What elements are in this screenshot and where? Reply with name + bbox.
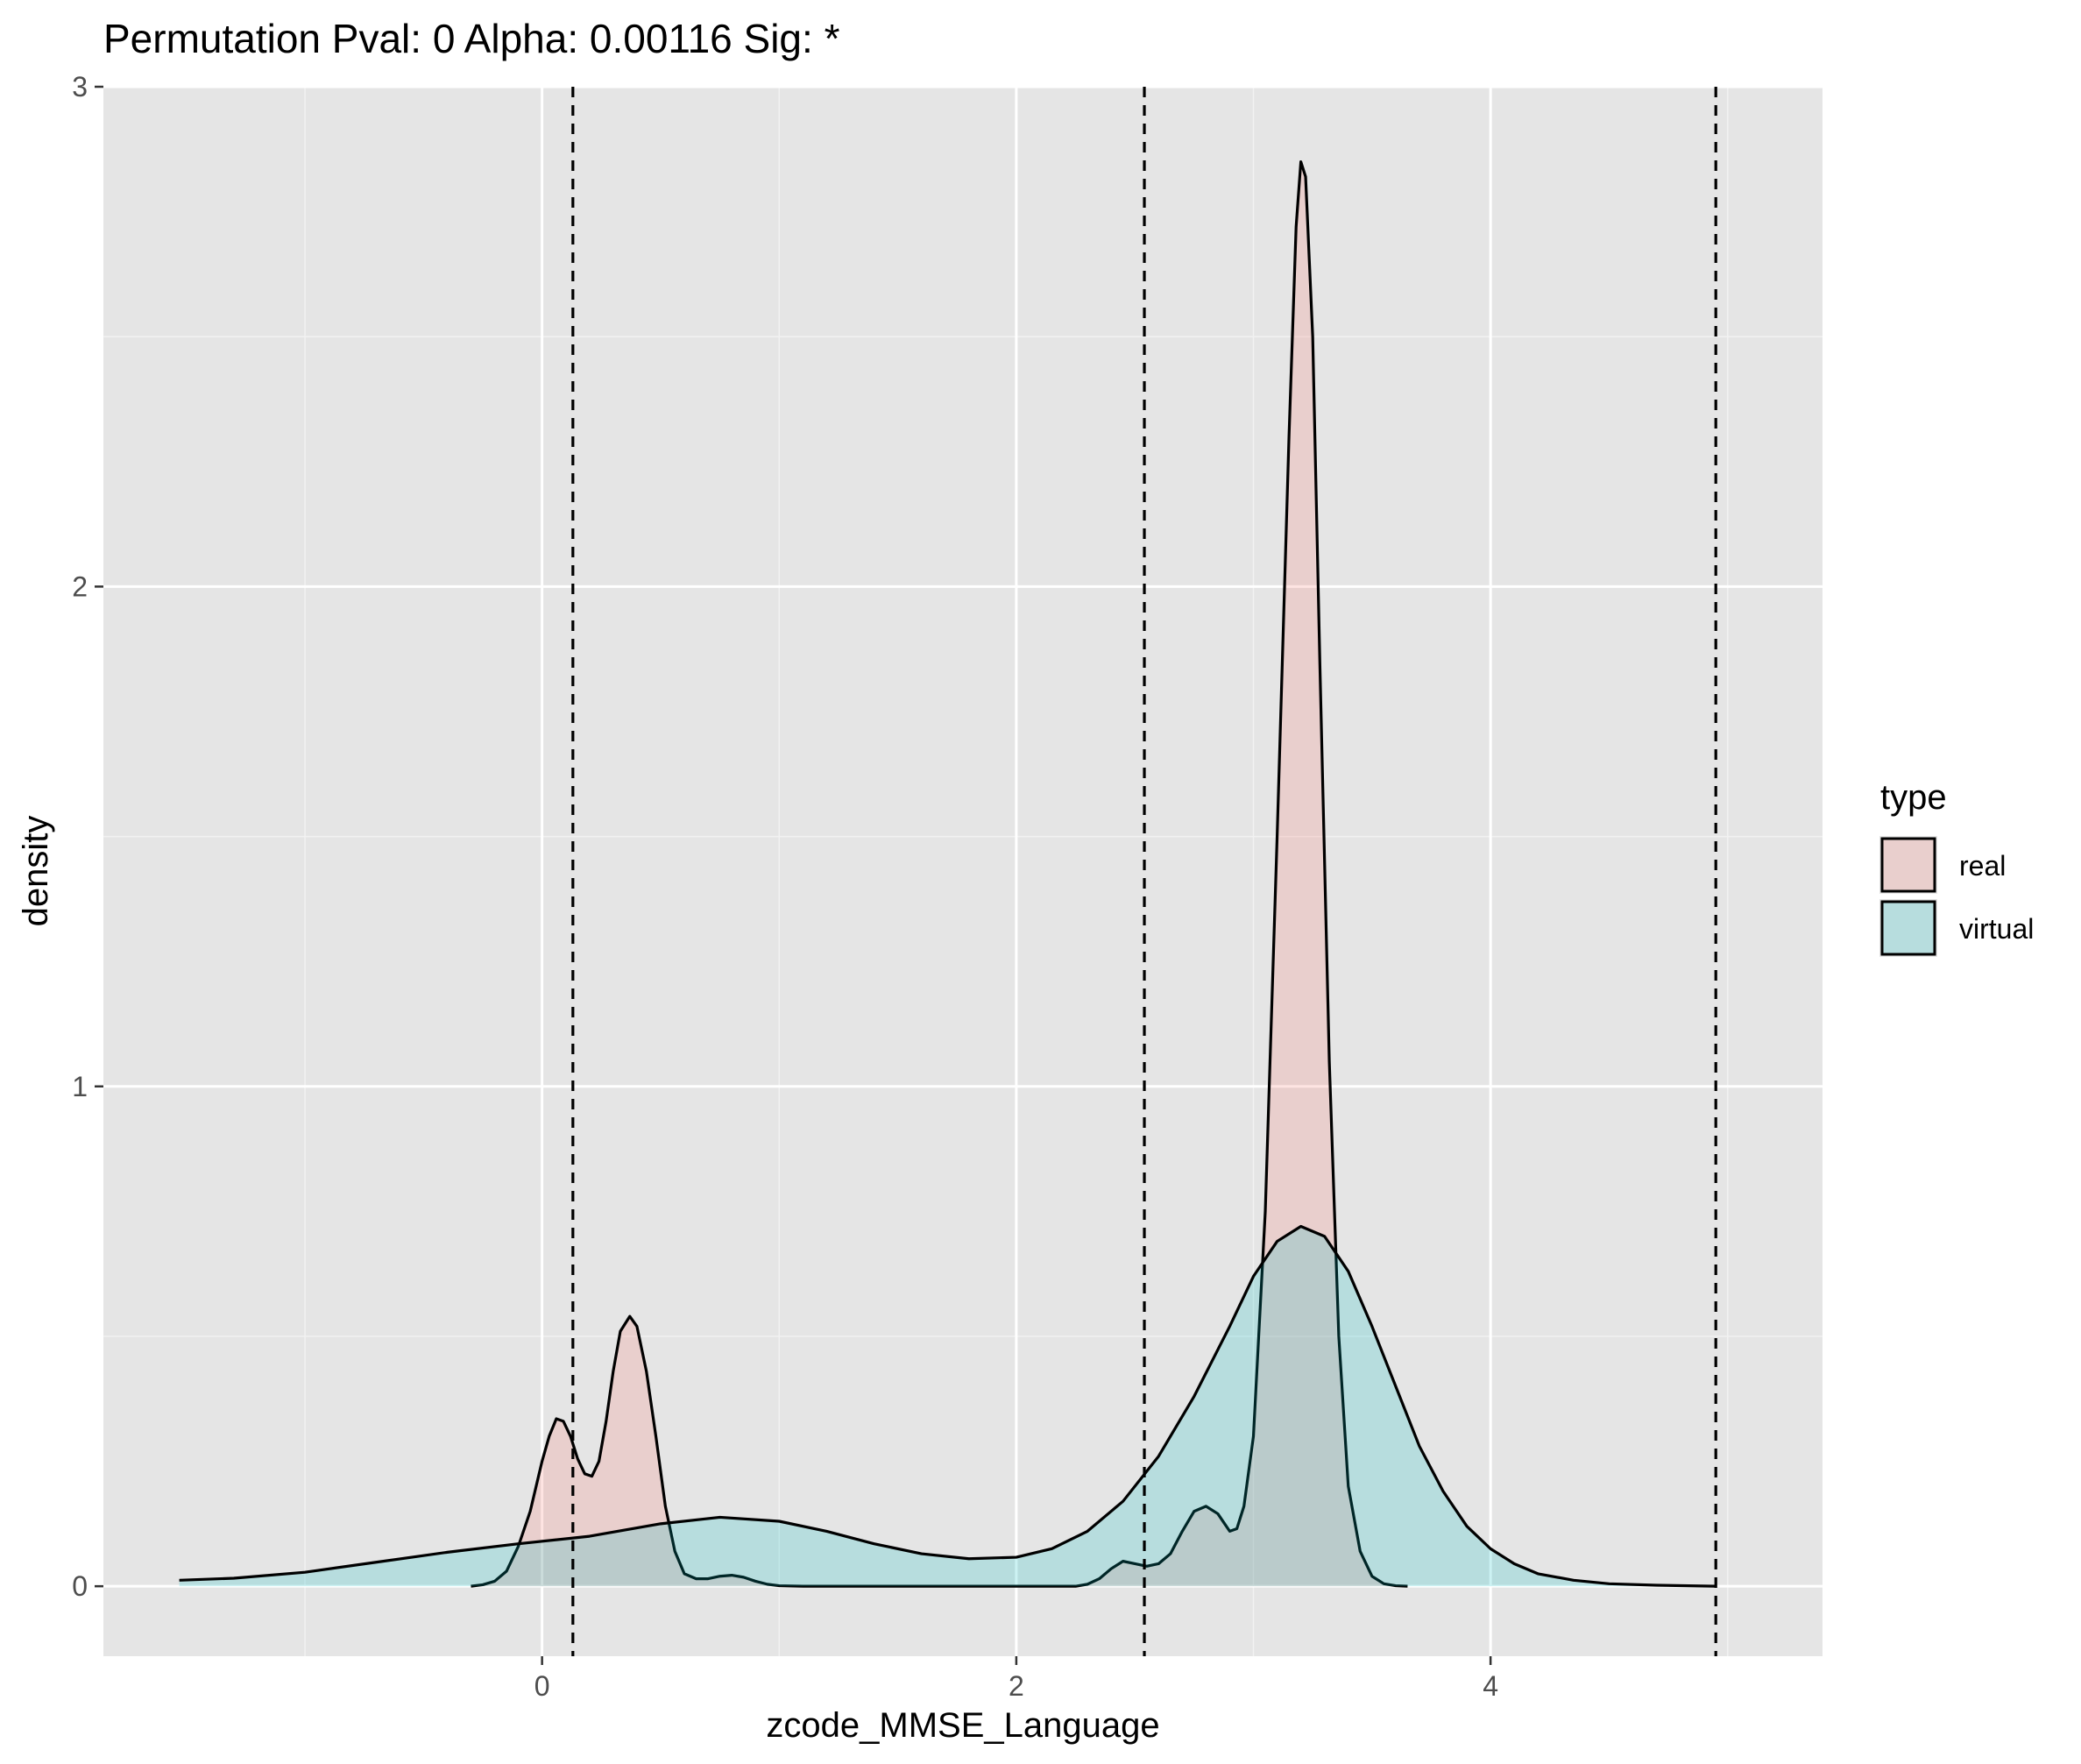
x-tick-label: 4 [1483, 1670, 1498, 1702]
legend-label-real: real [1959, 850, 2006, 882]
y-tick-label: 1 [72, 1071, 88, 1102]
density-areas [179, 159, 1716, 1588]
x-tick-label: 2 [1009, 1670, 1024, 1702]
x-axis: 0 2 4 [534, 1656, 1498, 1702]
density-area-real [471, 161, 1408, 1587]
reference-lines [571, 87, 1717, 1656]
y-axis-label: density [17, 816, 55, 927]
legend: type real virtual [1879, 778, 2034, 957]
density-area-virtual [179, 1226, 1716, 1587]
x-tick-label: 0 [534, 1670, 550, 1702]
legend-key-bg [1879, 836, 1937, 894]
legend-key-virtual [1880, 900, 1936, 956]
plot-background [103, 87, 1823, 1656]
y-tick-label: 3 [72, 71, 88, 103]
legend-title: type [1880, 778, 1947, 817]
y-axis: 0 1 2 3 [72, 71, 103, 1602]
y-tick-label: 2 [72, 570, 88, 602]
chart-title: Permutation Pval: 0 Alpha: 0.00116 Sig: … [103, 16, 840, 61]
grid-minor [103, 87, 1823, 1656]
legend-label-virtual: virtual [1959, 913, 2034, 945]
y-tick-label: 0 [72, 1570, 88, 1602]
density-curve-real [471, 159, 1408, 1588]
grid-major [103, 85, 1823, 1656]
x-axis-label: zcode_MMSE_Language [766, 1706, 1159, 1745]
density-curve-virtual [179, 1224, 1716, 1588]
legend-key-bg [1879, 899, 1937, 957]
legend-key-real [1880, 837, 1936, 893]
